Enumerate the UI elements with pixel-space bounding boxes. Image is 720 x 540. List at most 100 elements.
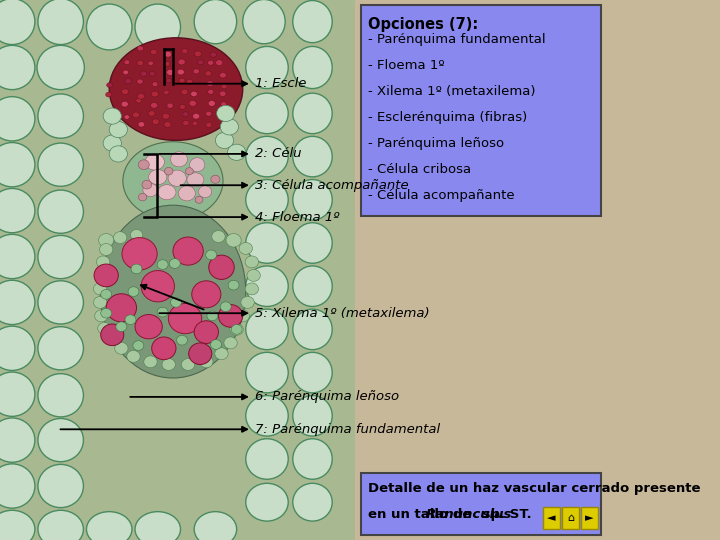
Ellipse shape	[38, 94, 84, 138]
Ellipse shape	[135, 512, 181, 540]
Ellipse shape	[138, 193, 147, 201]
Ellipse shape	[179, 105, 186, 109]
Ellipse shape	[164, 122, 171, 127]
Ellipse shape	[179, 78, 185, 83]
Ellipse shape	[0, 0, 35, 45]
FancyBboxPatch shape	[0, 0, 355, 540]
Ellipse shape	[0, 97, 35, 141]
Ellipse shape	[150, 103, 158, 108]
Text: 1: Escle: 1: Escle	[255, 77, 306, 90]
Ellipse shape	[94, 283, 107, 295]
Ellipse shape	[133, 341, 144, 350]
Ellipse shape	[123, 141, 223, 220]
Ellipse shape	[191, 91, 197, 97]
Ellipse shape	[293, 266, 332, 307]
Ellipse shape	[293, 179, 332, 220]
Text: - Célula acompañante: - Célula acompañante	[369, 189, 515, 202]
Ellipse shape	[246, 137, 288, 177]
Ellipse shape	[121, 102, 128, 107]
Ellipse shape	[210, 52, 217, 57]
Ellipse shape	[181, 89, 188, 94]
Ellipse shape	[131, 264, 142, 274]
Ellipse shape	[245, 283, 258, 295]
Ellipse shape	[144, 356, 157, 368]
Ellipse shape	[199, 356, 213, 368]
Text: ◄: ◄	[547, 513, 556, 523]
Ellipse shape	[101, 324, 124, 346]
FancyBboxPatch shape	[361, 472, 600, 535]
Ellipse shape	[207, 311, 218, 321]
Ellipse shape	[38, 418, 84, 462]
Ellipse shape	[215, 348, 228, 360]
Ellipse shape	[239, 242, 253, 254]
Ellipse shape	[106, 294, 137, 322]
Ellipse shape	[0, 326, 35, 370]
Ellipse shape	[179, 186, 195, 201]
Ellipse shape	[293, 137, 332, 177]
Ellipse shape	[246, 438, 288, 480]
Ellipse shape	[189, 100, 197, 106]
Ellipse shape	[211, 175, 220, 183]
Ellipse shape	[116, 322, 127, 332]
Text: - Célula cribosa: - Célula cribosa	[369, 163, 472, 176]
Ellipse shape	[189, 158, 204, 172]
Ellipse shape	[207, 60, 214, 65]
Ellipse shape	[168, 170, 186, 186]
Ellipse shape	[148, 61, 153, 65]
Ellipse shape	[224, 337, 238, 349]
Ellipse shape	[293, 46, 332, 89]
Text: 6: Parénquima leñoso: 6: Parénquima leñoso	[255, 390, 399, 403]
Ellipse shape	[226, 233, 241, 247]
Ellipse shape	[135, 314, 162, 339]
Ellipse shape	[207, 90, 214, 94]
Ellipse shape	[109, 122, 127, 138]
Ellipse shape	[114, 342, 128, 354]
Ellipse shape	[138, 93, 145, 99]
Ellipse shape	[94, 269, 108, 281]
Ellipse shape	[124, 60, 130, 65]
Ellipse shape	[37, 45, 84, 90]
Ellipse shape	[100, 205, 246, 378]
Ellipse shape	[293, 93, 332, 133]
Ellipse shape	[215, 60, 223, 66]
Ellipse shape	[212, 231, 225, 242]
Ellipse shape	[141, 271, 174, 302]
Text: - Xilema 1º (metaxilema): - Xilema 1º (metaxilema)	[369, 85, 536, 98]
Ellipse shape	[220, 119, 238, 135]
Text: Detalle de un haz vascular cerrado presente: Detalle de un haz vascular cerrado prese…	[369, 482, 701, 495]
Ellipse shape	[138, 46, 143, 51]
Ellipse shape	[162, 359, 176, 370]
Ellipse shape	[194, 321, 218, 343]
Ellipse shape	[99, 233, 114, 247]
Ellipse shape	[166, 78, 171, 83]
Ellipse shape	[246, 395, 288, 436]
Ellipse shape	[137, 60, 143, 65]
Ellipse shape	[168, 303, 202, 334]
Ellipse shape	[122, 238, 157, 270]
Ellipse shape	[103, 108, 122, 124]
Ellipse shape	[148, 170, 167, 185]
Ellipse shape	[86, 4, 132, 50]
Ellipse shape	[101, 289, 112, 299]
Ellipse shape	[124, 115, 130, 119]
Ellipse shape	[183, 112, 189, 117]
Ellipse shape	[125, 315, 136, 325]
Ellipse shape	[125, 78, 132, 84]
Ellipse shape	[197, 60, 204, 65]
Ellipse shape	[193, 113, 199, 119]
Ellipse shape	[169, 259, 180, 268]
Text: en un tallo de: en un tallo de	[369, 508, 477, 521]
Ellipse shape	[0, 188, 35, 233]
Text: ⌂: ⌂	[567, 513, 574, 523]
Ellipse shape	[207, 81, 214, 86]
Ellipse shape	[182, 49, 188, 53]
Ellipse shape	[38, 464, 84, 508]
Ellipse shape	[199, 186, 212, 198]
Text: - Esclerénquima (fibras): - Esclerénquima (fibras)	[369, 111, 528, 124]
Text: sp. ST.: sp. ST.	[478, 508, 532, 521]
Ellipse shape	[210, 340, 222, 349]
Ellipse shape	[236, 310, 249, 322]
Ellipse shape	[94, 296, 107, 308]
Ellipse shape	[246, 46, 288, 89]
Ellipse shape	[38, 143, 84, 186]
